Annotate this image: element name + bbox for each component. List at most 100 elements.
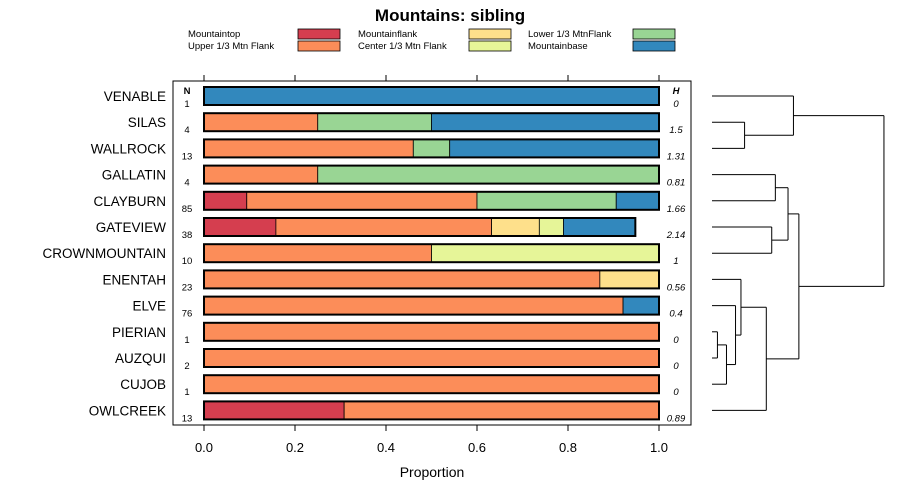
bar-segment bbox=[203, 374, 660, 394]
bar-segment bbox=[563, 217, 636, 237]
bar-segment bbox=[317, 112, 432, 132]
x-tick-label: 0.2 bbox=[286, 440, 304, 455]
bar-segment bbox=[203, 269, 601, 289]
bars bbox=[203, 86, 660, 421]
row-label: CLAYBURN bbox=[93, 194, 166, 209]
legend-label: Upper 1/3 Mtn Flank bbox=[188, 41, 274, 52]
row-label: AUZQUI bbox=[115, 351, 166, 366]
bar-segment bbox=[615, 191, 660, 211]
bar-segment bbox=[203, 400, 345, 420]
row-label: GATEVIEW bbox=[96, 220, 167, 235]
row-label: CROWNMOUNTAIN bbox=[43, 246, 166, 261]
bar-outline bbox=[203, 243, 660, 264]
legend-label: Mountainflank bbox=[358, 29, 417, 40]
bar-row bbox=[203, 295, 660, 316]
x-tick-label: 0.4 bbox=[377, 440, 395, 455]
bar-outline bbox=[203, 138, 660, 159]
h-value: 0 bbox=[673, 99, 679, 110]
bar-outline bbox=[203, 112, 660, 133]
row-label: GALLATIN bbox=[102, 168, 166, 183]
bar-row bbox=[203, 112, 660, 133]
h-value: 0.89 bbox=[667, 413, 686, 424]
row-label: SILAS bbox=[128, 115, 166, 130]
bar-row bbox=[203, 164, 660, 185]
bar-segment bbox=[599, 269, 660, 289]
bar-outline bbox=[203, 348, 660, 368]
n-value: 1 bbox=[184, 387, 189, 398]
bar-segment bbox=[203, 217, 277, 237]
bar-outline bbox=[203, 164, 660, 185]
row-label: PIERIAN bbox=[112, 325, 166, 340]
h-value: 1.66 bbox=[667, 204, 686, 215]
bar-segment bbox=[431, 243, 660, 263]
x-axis: 0.0 0.2 0.4 0.6 0.8 1.0 bbox=[195, 75, 668, 455]
plot-frame bbox=[172, 80, 692, 426]
n-value: 38 bbox=[182, 230, 193, 241]
n-value: 2 bbox=[184, 361, 189, 372]
x-tick-label: 0.0 bbox=[195, 440, 213, 455]
h-value: 1.5 bbox=[669, 125, 683, 136]
n-value: 76 bbox=[182, 309, 193, 320]
n-value: 23 bbox=[182, 282, 193, 293]
bar-row bbox=[203, 348, 660, 368]
legend-label: Mountainbase bbox=[528, 41, 588, 52]
bar-segment bbox=[203, 165, 319, 185]
h-value: 0 bbox=[673, 387, 679, 398]
bar-segment bbox=[622, 296, 660, 316]
legend-label: Mountaintop bbox=[188, 29, 240, 40]
bar-outline bbox=[203, 190, 660, 211]
h-value: 0.56 bbox=[667, 282, 686, 293]
bar-segment bbox=[203, 296, 624, 316]
bar-outline bbox=[203, 217, 637, 237]
bar-segment bbox=[317, 165, 660, 185]
h-value: 1 bbox=[673, 256, 678, 267]
h-value: 0.81 bbox=[667, 178, 686, 189]
bar-row bbox=[203, 138, 660, 159]
bar-segment bbox=[203, 243, 432, 263]
bar-row bbox=[203, 321, 660, 342]
chart-title: Mountains: sibling bbox=[375, 6, 525, 25]
row-label: OWLCREEK bbox=[89, 403, 166, 418]
legend-label: Lower 1/3 MtnFlank bbox=[528, 29, 612, 40]
bar-segment bbox=[412, 138, 451, 158]
h-value: 0.4 bbox=[669, 309, 682, 320]
h-header: H bbox=[673, 86, 681, 97]
bar-segment bbox=[203, 138, 414, 158]
bar-outline bbox=[203, 269, 660, 290]
bar-outline bbox=[203, 86, 660, 106]
bar-segment bbox=[491, 217, 540, 237]
n-value: 1 bbox=[184, 335, 189, 346]
bar-row bbox=[203, 217, 637, 237]
h-value: 0 bbox=[673, 335, 679, 346]
bar-segment bbox=[203, 86, 660, 106]
row-label: ELVE bbox=[132, 299, 166, 314]
h-value: 0 bbox=[673, 361, 679, 372]
legend-swatch bbox=[297, 28, 341, 40]
bar-row bbox=[203, 190, 660, 211]
bar-outline bbox=[203, 400, 660, 421]
legend-swatch bbox=[297, 40, 341, 52]
n-value: 1 bbox=[184, 99, 189, 110]
bar-segment bbox=[476, 191, 617, 211]
bar-segment bbox=[203, 191, 248, 211]
bar-segment bbox=[449, 138, 660, 158]
bar-outline bbox=[203, 321, 660, 342]
row-label: CUJOB bbox=[120, 377, 166, 392]
row-label: WALLROCK bbox=[91, 141, 166, 156]
bar-row bbox=[203, 86, 660, 106]
bar-segment bbox=[275, 217, 492, 237]
legend-swatch bbox=[468, 28, 512, 40]
n-value: 13 bbox=[182, 413, 193, 424]
bar-segment bbox=[203, 348, 660, 368]
bar-row bbox=[203, 243, 660, 264]
h-value: 1.31 bbox=[667, 151, 686, 162]
legend-swatch bbox=[632, 40, 676, 52]
legend-swatch bbox=[468, 40, 512, 52]
n-value: 4 bbox=[184, 178, 189, 189]
bar-segment bbox=[343, 400, 660, 420]
bar-row bbox=[203, 269, 660, 290]
x-tick-label: 1.0 bbox=[650, 440, 668, 455]
h-value: 2.14 bbox=[666, 230, 686, 241]
